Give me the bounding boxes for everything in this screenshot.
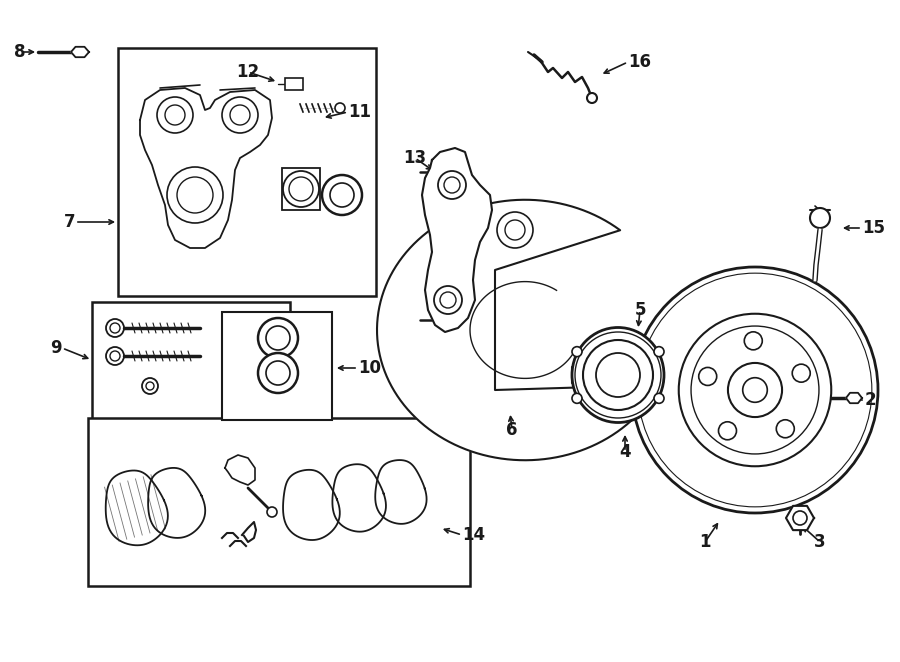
Text: 11: 11 [348, 103, 371, 121]
Text: 2: 2 [865, 391, 877, 409]
Circle shape [654, 393, 664, 403]
Polygon shape [225, 455, 255, 485]
Circle shape [322, 175, 362, 215]
Circle shape [335, 103, 345, 113]
Text: 13: 13 [403, 149, 427, 167]
Text: 4: 4 [619, 443, 631, 461]
Circle shape [654, 347, 664, 357]
Circle shape [596, 353, 640, 397]
Bar [88, 418, 470, 586]
Text: 16: 16 [628, 53, 651, 71]
Circle shape [106, 347, 124, 365]
Circle shape [718, 422, 736, 440]
Bar [92, 302, 290, 430]
Circle shape [283, 171, 319, 207]
Polygon shape [332, 464, 386, 532]
Polygon shape [422, 148, 492, 332]
Text: 14: 14 [462, 526, 485, 544]
Text: 10: 10 [358, 359, 381, 377]
Circle shape [792, 364, 810, 382]
Circle shape [106, 319, 124, 337]
Polygon shape [71, 47, 89, 57]
Circle shape [258, 353, 298, 393]
Text: 9: 9 [50, 339, 62, 357]
Circle shape [142, 378, 158, 394]
Text: 5: 5 [634, 301, 646, 319]
Circle shape [632, 267, 878, 513]
Polygon shape [140, 88, 272, 248]
Circle shape [438, 171, 466, 199]
Polygon shape [105, 471, 168, 545]
Circle shape [258, 318, 298, 358]
Bar [222, 312, 332, 420]
Circle shape [728, 363, 782, 417]
Text: 7: 7 [63, 213, 75, 231]
Text: 15: 15 [862, 219, 885, 237]
Bar [285, 78, 303, 90]
Circle shape [583, 340, 653, 410]
Circle shape [267, 507, 277, 517]
Polygon shape [148, 468, 205, 538]
Ellipse shape [572, 328, 664, 422]
Text: 6: 6 [506, 421, 518, 439]
Circle shape [679, 314, 832, 466]
Circle shape [810, 208, 830, 228]
Polygon shape [846, 393, 862, 403]
Polygon shape [375, 460, 427, 524]
Circle shape [698, 367, 716, 385]
Polygon shape [283, 470, 340, 540]
Text: 1: 1 [699, 533, 711, 551]
Polygon shape [786, 506, 814, 530]
Circle shape [742, 378, 768, 402]
Circle shape [572, 393, 582, 403]
Polygon shape [377, 200, 659, 460]
Bar [118, 48, 376, 296]
Circle shape [572, 347, 582, 357]
Text: 12: 12 [237, 63, 259, 81]
Circle shape [587, 93, 597, 103]
Circle shape [434, 286, 462, 314]
Bar [282, 168, 320, 210]
Text: 3: 3 [814, 533, 826, 551]
Circle shape [497, 212, 533, 248]
Circle shape [793, 511, 807, 525]
Circle shape [744, 332, 762, 350]
Circle shape [777, 420, 795, 438]
Text: 8: 8 [14, 43, 26, 61]
